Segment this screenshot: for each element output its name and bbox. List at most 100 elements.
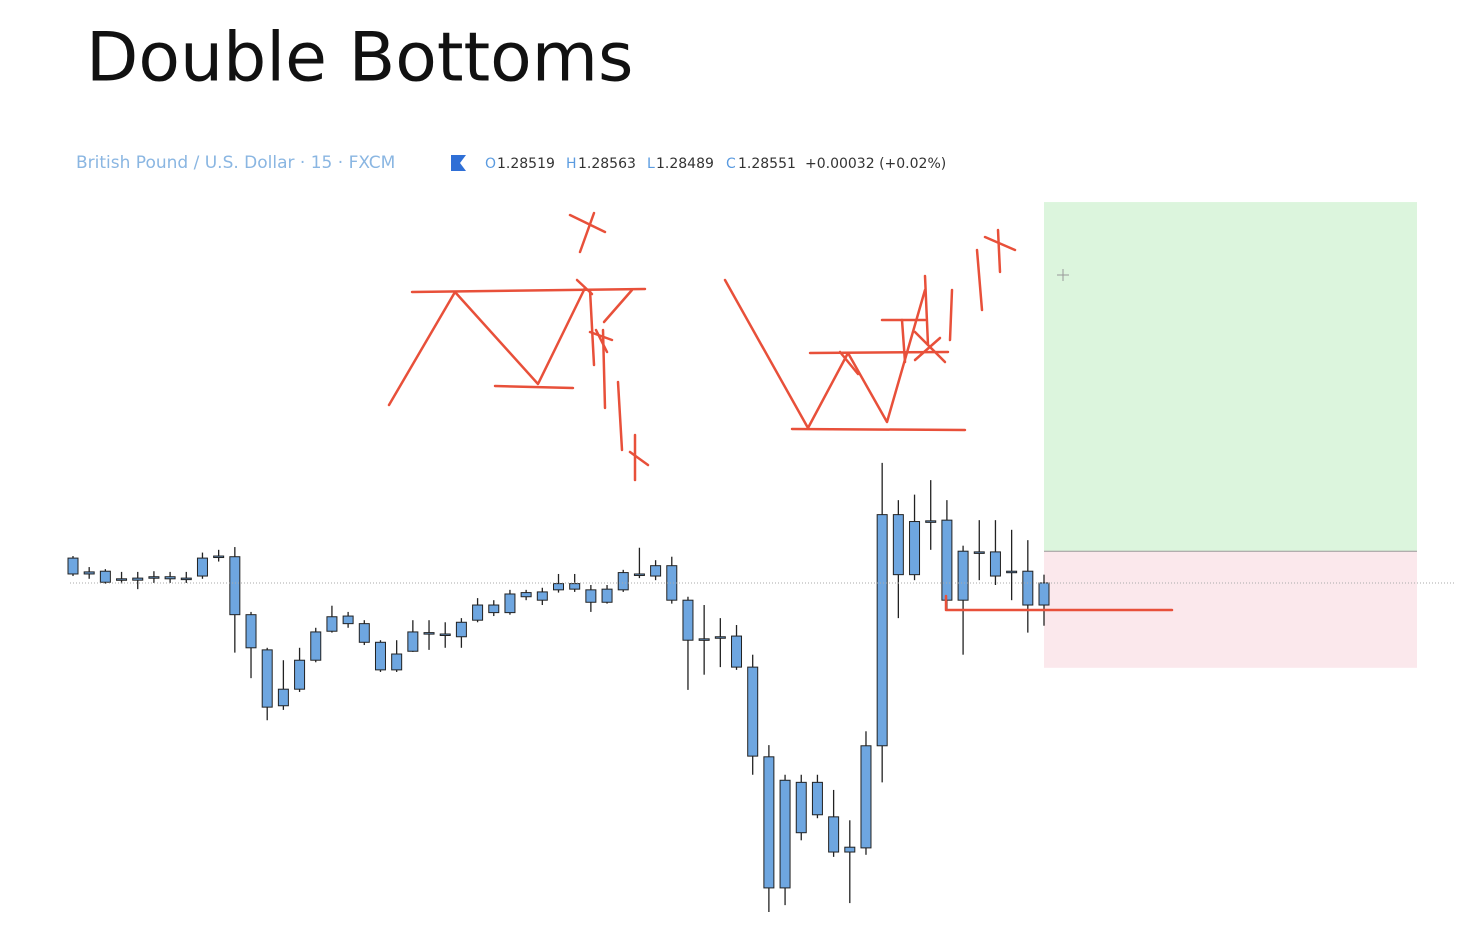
stroke [575,278,594,296]
flag-icon [451,155,466,171]
candle-body [504,593,516,614]
candle-body [310,631,322,661]
candle-body [245,614,257,649]
candle-body [909,521,921,576]
candle-body [860,745,872,849]
stroke [493,384,575,390]
stroke [628,450,650,467]
candle-body [650,565,662,577]
candle-body [391,653,403,671]
legend-value: 1.28519 [497,156,555,172]
legend-value: 1.28551 [738,156,796,172]
candle-body [585,589,597,603]
stroke [602,288,634,324]
candle-body [731,635,743,668]
candle-body [682,599,694,641]
legend-value: 1.28563 [578,156,636,172]
candle-body [374,641,386,671]
stroke [838,350,860,376]
candles [67,462,1050,913]
candle-body [763,756,775,889]
candle-body [423,632,435,635]
candle-body [601,588,613,603]
stroke [975,248,984,312]
candle-body [1038,582,1050,606]
symbol: British Pound / U.S. Dollar · 15 · FXCM [76,153,395,173]
candle-body [633,573,645,576]
candle-body [342,615,354,625]
stroke [790,427,967,432]
candle-body [488,604,500,614]
candle-body [407,631,419,652]
stroke [983,235,1017,252]
candle-body [294,659,306,690]
candle-body [811,781,823,816]
candle-body [439,633,451,636]
candle-body [520,592,532,598]
ohlc-legend: O 1.28519 H 1.28563 L 1.28489 C 1.28551 +0.00032… [485,156,946,172]
stroke [578,211,596,254]
candle-body [617,572,629,591]
candle-body [973,551,985,554]
candle-body [925,520,937,523]
legend-key: H [566,156,577,172]
candle-body [892,514,904,576]
stroke [588,330,614,342]
stroke [588,288,596,367]
crosshair-cursor [1057,269,1069,281]
candle-body [714,636,726,639]
stroke [913,336,942,362]
candle-body [196,557,208,577]
hand-drawing [387,211,1017,482]
candle-body [229,556,241,616]
candle-body [844,846,856,853]
candle-body [116,578,128,581]
candle-body [164,576,176,580]
stroke [900,318,907,364]
candle-body [277,688,289,707]
candle-body [261,649,273,708]
candle-body [698,638,710,641]
stroke [568,213,607,234]
candle-body [472,604,484,621]
candle-body [83,571,95,575]
stroke [923,274,930,347]
slide-title: Double Bottoms [86,19,633,98]
candle-body [747,666,759,757]
candle-body [1006,570,1018,574]
legend-change: +0.00032 (+0.02%) [805,156,946,172]
candle-body [99,570,111,583]
legend-key: C [726,156,736,172]
stroke [594,328,609,354]
candle-body [213,555,225,559]
stroke [996,228,1002,274]
candle-body [569,583,581,590]
candle-body [132,577,144,581]
candle-body [536,591,548,601]
legend-value: 1.28489 [656,156,714,172]
candle-body [828,816,840,853]
candle-body [989,551,1001,577]
candle-body [779,779,791,889]
candle-body [941,519,953,601]
candle-body [1022,570,1034,606]
stroke [944,594,1174,612]
stroke [616,380,624,452]
stroke [601,328,607,410]
legend-key: L [647,156,655,172]
candle-body [666,565,678,601]
candle-body [180,577,192,581]
candle-body [795,781,807,834]
candle-body [148,576,160,579]
candle-body [553,583,564,591]
candle-body [957,550,969,601]
stroke [387,286,587,407]
legend-key: O [485,156,496,172]
candle-body [67,557,79,575]
stroke [808,350,950,355]
candle-body [455,621,467,638]
stroke [410,287,647,294]
position-tool [1044,202,1417,668]
